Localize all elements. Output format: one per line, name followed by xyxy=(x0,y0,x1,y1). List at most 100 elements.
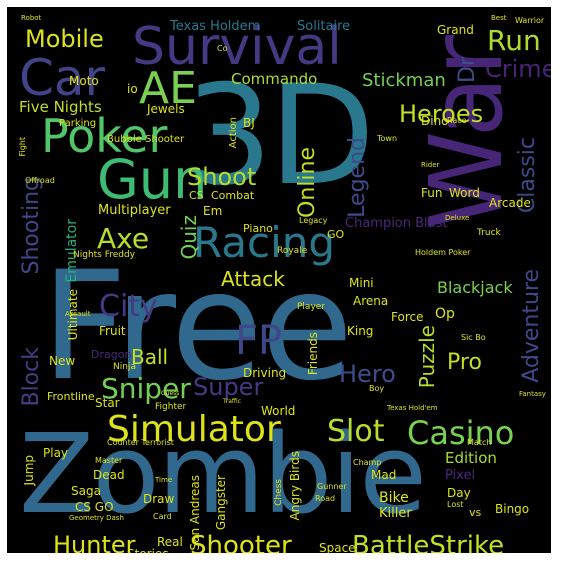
word-run: Run xyxy=(487,24,541,57)
word-card: Card xyxy=(153,512,172,521)
word-solitaire: Solitaire xyxy=(297,19,351,34)
word-lost: Lost xyxy=(447,500,464,509)
word-frontline: Frontline xyxy=(47,390,95,403)
word-world: World xyxy=(261,404,296,418)
word-san-andreas: San Andreas xyxy=(188,475,202,551)
word-warrior: Warrior xyxy=(515,16,545,25)
word-star: Star xyxy=(95,396,120,410)
word-real: Real xyxy=(157,535,183,549)
word-rider: Rider xyxy=(421,161,440,169)
word-shooting: Shooting xyxy=(19,177,44,275)
word-angry-birds: Angry Birds xyxy=(288,451,302,521)
word-hero: Hero xyxy=(339,360,396,388)
word-axe: Axe xyxy=(97,222,150,255)
word-legacy: Legacy xyxy=(299,216,328,225)
word-fantasy: Fantasy xyxy=(519,390,546,398)
word-texas-holdem-small: Texas Hold'em xyxy=(387,404,438,412)
word-deluxe: Deluxe xyxy=(445,214,470,222)
word-battlestrike: BattleStrike xyxy=(352,531,505,553)
word-fun: Fun xyxy=(421,186,443,200)
word-cloud: Free Zombie 3D War Survival Car AE Poker… xyxy=(7,7,551,553)
word-mad: Mad xyxy=(371,468,397,482)
word-traffic: Traffic xyxy=(223,398,242,405)
word-shooter: Shooter xyxy=(190,531,292,553)
word-io: io xyxy=(127,82,138,96)
word-royale: Royale xyxy=(277,246,308,256)
word-fight: Fight xyxy=(18,137,27,157)
word-bingo: Bingo xyxy=(495,502,530,516)
word-new: New xyxy=(49,354,76,368)
word-survival: Survival xyxy=(132,17,342,77)
word-champ: Champ xyxy=(353,458,382,467)
word-play: Play xyxy=(43,446,69,460)
word-offroad: Offroad xyxy=(25,176,55,185)
word-grand: Grand xyxy=(437,23,474,37)
word-draw: Draw xyxy=(143,492,175,506)
word-champion-blast: Champion Blast xyxy=(345,216,448,231)
word-car: Car xyxy=(19,49,106,107)
word-racing: Racing xyxy=(193,218,336,267)
word-parking: Parking xyxy=(59,118,97,129)
word-bubble-shooter: Bubble Shooter xyxy=(107,134,185,145)
word-go: GO xyxy=(327,228,345,241)
word-attack: Attack xyxy=(221,267,285,291)
word-ultimate: Ultimate xyxy=(66,289,80,341)
word-day: Day xyxy=(447,486,471,500)
word-em: Em xyxy=(203,204,223,218)
word-space: Space xyxy=(319,541,356,553)
word-dino: Dino xyxy=(421,114,449,128)
word-time: Time xyxy=(155,476,173,484)
word-mini: Mini xyxy=(349,276,374,290)
word-sniper: Sniper xyxy=(101,372,191,405)
word-action: Action xyxy=(228,117,239,149)
word-five-nights: Five Nights xyxy=(19,98,102,116)
word-stories: Stories xyxy=(127,548,169,553)
word-gunner: Gunner xyxy=(317,482,347,491)
word-jump: Jump xyxy=(22,455,36,486)
word-nights-freddy: Nights Freddy xyxy=(73,250,136,260)
word-piano: Piano xyxy=(243,222,273,235)
word-heroes: Heroes xyxy=(399,100,484,128)
word-puzzle: Puzzle xyxy=(415,325,439,389)
word-slot: Slot xyxy=(327,414,385,449)
word-bj: BJ xyxy=(243,116,255,130)
word-fp: FP xyxy=(235,318,283,364)
word-friends: Friends xyxy=(306,332,320,376)
word-3d: 3D xyxy=(185,55,375,216)
word-op: Op xyxy=(435,306,455,322)
word-dead: Dead xyxy=(93,468,125,482)
word-assault: Assault xyxy=(65,310,91,318)
word-combat: Combat xyxy=(211,189,255,202)
word-poker: Poker xyxy=(41,109,168,163)
word-quiz: Quiz xyxy=(177,215,201,260)
word-city: City xyxy=(99,289,158,324)
word-multiplayer: Multiplayer xyxy=(98,203,171,218)
word-simulator: Simulator xyxy=(107,409,281,450)
word-commando: Commando xyxy=(231,70,318,88)
word-bike: Bike xyxy=(379,490,409,506)
word-blackjack: Blackjack xyxy=(437,278,513,297)
word-holdem-poker: Holdem Poker xyxy=(415,248,471,257)
word-fruit: Fruit xyxy=(99,324,126,338)
word-zombie: Zombie xyxy=(19,410,427,538)
word-guess: Guess xyxy=(161,390,180,397)
word-saga: Saga xyxy=(71,484,101,498)
word-ae: AE xyxy=(139,63,197,114)
word-cs-go: CS GO xyxy=(75,500,114,514)
word-fighter: Fighter xyxy=(155,402,187,412)
word-ninja: Ninja xyxy=(113,362,136,372)
word-dragon: Dragon xyxy=(91,348,132,361)
word-arcade: Arcade xyxy=(489,196,531,210)
word-chess: Chess xyxy=(274,479,284,506)
word-free: Free xyxy=(41,240,353,414)
word-super: Super xyxy=(193,373,264,401)
word-best: Best xyxy=(491,14,507,22)
word-co: Co xyxy=(217,44,228,53)
word-boy: Boy xyxy=(369,384,385,393)
word-killer: Killer xyxy=(379,506,412,521)
word-gangster: Gangster xyxy=(214,475,228,531)
word-road: Road xyxy=(315,494,336,503)
word-counter-terrorist: Counter Terrorist xyxy=(107,438,174,447)
word-cs: CS xyxy=(189,189,204,202)
word-stickman: Stickman xyxy=(362,70,446,91)
